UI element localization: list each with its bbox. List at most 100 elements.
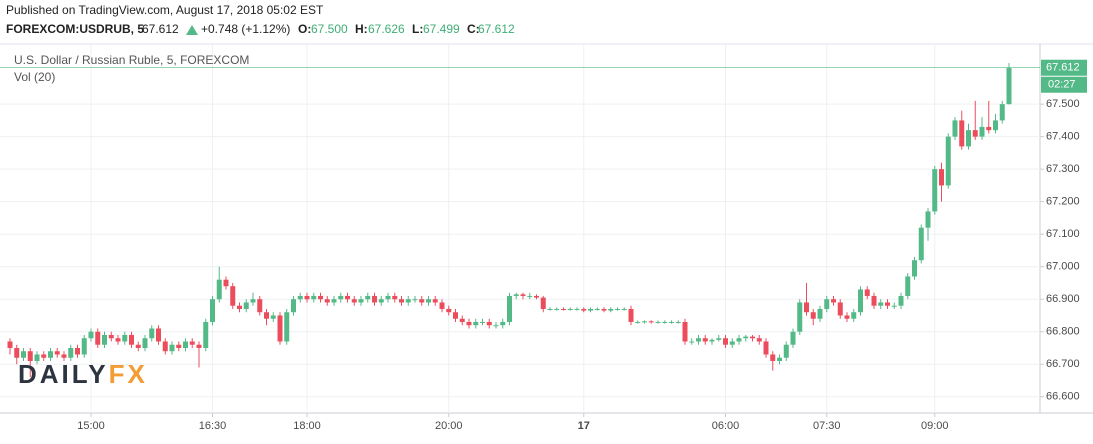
candle-body	[736, 338, 742, 342]
candle-body	[999, 104, 1005, 121]
x-tick-label: 09:00	[921, 420, 949, 432]
candle-body	[264, 312, 269, 319]
candle-body	[338, 295, 344, 300]
last-price-label: 67.612	[1046, 62, 1080, 74]
y-tick-label: 67.000	[1046, 261, 1080, 273]
candle-body	[716, 338, 722, 340]
open: 67.500	[311, 22, 348, 36]
candle-body	[331, 299, 337, 303]
candle-body	[689, 341, 695, 343]
candle-body	[790, 331, 796, 345]
candle-body	[507, 295, 512, 322]
candle-body	[203, 321, 209, 348]
candle-body	[27, 351, 33, 361]
candle-body	[7, 341, 13, 348]
h-label: H:	[355, 22, 368, 36]
watermark-fx: FX	[109, 359, 148, 389]
candle-body	[41, 354, 47, 358]
candle-body	[270, 315, 276, 319]
candle-body	[486, 321, 492, 326]
candle-body	[783, 344, 789, 358]
x-tick-label: 07:30	[813, 420, 841, 432]
candle-body	[223, 279, 229, 287]
candle-body	[702, 338, 708, 342]
y-tick-label: 66.900	[1046, 293, 1080, 305]
candle-body	[669, 321, 674, 323]
candle-body	[918, 227, 924, 261]
countdown-label: 02:27	[1048, 79, 1076, 91]
candle-body	[351, 299, 357, 303]
candle-body	[385, 295, 391, 300]
y-tick-label: 67.200	[1046, 196, 1080, 208]
candle-body	[129, 334, 134, 345]
candle-body	[878, 302, 884, 306]
candle-body	[675, 321, 681, 323]
candle-body	[142, 338, 148, 348]
candle-body	[932, 169, 938, 212]
candle-body	[311, 295, 317, 300]
candle-body	[750, 336, 755, 339]
y-tick-label: 67.500	[1046, 98, 1080, 110]
candle-body	[169, 344, 175, 352]
y-tick-label: 67.100	[1046, 228, 1080, 240]
candle-body	[986, 126, 992, 131]
candle-body	[122, 334, 128, 342]
o-label: O:	[298, 22, 311, 36]
candle-body	[102, 334, 107, 345]
candle-body	[1006, 67, 1012, 105]
candle-body	[115, 338, 121, 342]
candle-body	[797, 302, 803, 332]
symbol: FOREXCOM:USDRUB, 5	[6, 22, 144, 36]
candle-body	[540, 297, 546, 309]
candle-body	[48, 351, 53, 358]
candle-body	[149, 328, 155, 339]
candle-body	[608, 308, 614, 311]
candle-body	[284, 312, 290, 342]
candle-body	[277, 315, 283, 342]
candle-body	[905, 276, 911, 296]
candle-body	[162, 341, 168, 352]
candle-body	[763, 341, 769, 355]
y-tick-label: 67.400	[1046, 131, 1080, 143]
candle-body	[453, 312, 458, 319]
candle-body	[365, 295, 371, 300]
candle-body	[925, 211, 931, 228]
candle-body	[108, 334, 114, 339]
candle-body	[945, 136, 951, 186]
candle-body	[135, 344, 141, 348]
candle-body	[824, 299, 830, 309]
candle-body	[392, 295, 398, 300]
candle-body	[88, 331, 94, 339]
candle-body	[459, 318, 465, 322]
candle-body	[237, 305, 242, 309]
candle-body	[979, 126, 985, 137]
candle-body	[493, 325, 499, 327]
candle-body	[210, 299, 215, 322]
candle-body	[95, 331, 101, 345]
candle-body	[817, 308, 823, 319]
candle-body	[851, 312, 857, 319]
candle-body	[885, 302, 890, 306]
y-tick-label: 66.800	[1046, 326, 1080, 338]
x-tick-label: 17	[578, 420, 590, 432]
candle-body	[662, 321, 668, 323]
candle-body	[770, 354, 776, 361]
candle-body	[257, 299, 263, 313]
candle-body	[412, 299, 418, 301]
candle-body	[304, 295, 310, 300]
candle-body	[682, 321, 688, 342]
candle-body	[68, 347, 74, 358]
candle-body	[446, 308, 452, 313]
candle-body	[615, 308, 620, 310]
published: Published on TradingView.com, August 17,…	[6, 3, 324, 17]
candle-body	[810, 312, 816, 319]
countdown-box	[1041, 76, 1087, 93]
candle-body	[972, 130, 978, 137]
candle-body	[21, 351, 26, 358]
candle-body	[588, 308, 593, 311]
x-tick-label: 16:30	[199, 420, 227, 432]
candle-body	[628, 308, 634, 322]
candle-body	[324, 299, 330, 303]
